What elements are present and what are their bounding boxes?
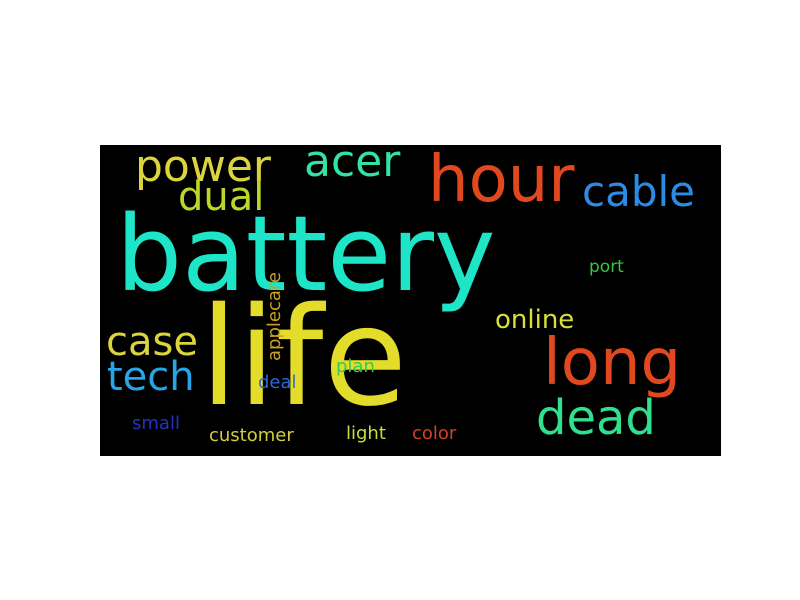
word-acer: acer: [304, 145, 401, 187]
word-port: port: [589, 257, 624, 277]
word-cable: cable: [582, 167, 695, 216]
word-dead: dead: [536, 390, 656, 446]
word-battery: battery: [116, 193, 496, 315]
word-cloud: battery life hour long dead power acer c…: [100, 145, 721, 456]
word-online: online: [495, 305, 575, 335]
word-light: light: [346, 423, 386, 444]
word-customer: customer: [209, 425, 294, 446]
word-applecare: applecare: [264, 272, 285, 361]
word-small: small: [132, 413, 180, 434]
word-long: long: [543, 326, 682, 400]
word-life: life: [200, 279, 408, 437]
word-plan: plan: [336, 356, 375, 377]
word-tech: tech: [107, 354, 195, 400]
word-color: color: [412, 423, 457, 444]
word-hour: hour: [428, 145, 575, 217]
word-case: case: [106, 319, 198, 365]
word-dual: dual: [178, 174, 265, 220]
word-power: power: [135, 145, 271, 192]
word-deal: deal: [258, 372, 297, 393]
